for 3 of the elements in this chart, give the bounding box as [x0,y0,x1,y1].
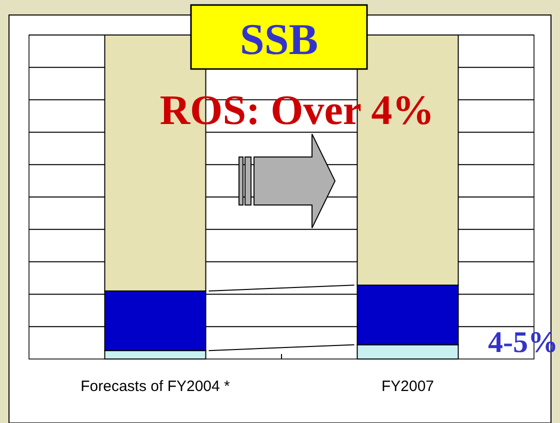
x-tick-label: Forecasts of FY2004 * [80,378,230,395]
chart-title: SSB [240,15,318,64]
x-tick-label: FY2007 [381,378,434,395]
